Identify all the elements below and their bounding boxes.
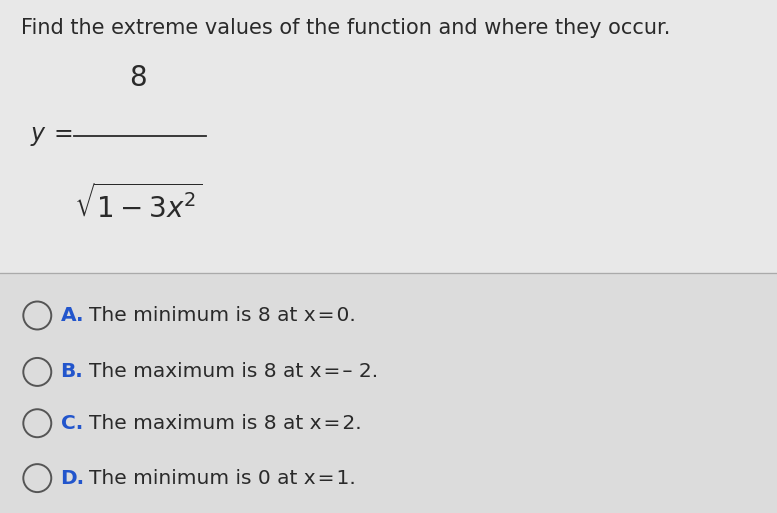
Text: The maximum is 8 at x = – 2.: The maximum is 8 at x = – 2. xyxy=(89,362,378,382)
Text: B.: B. xyxy=(61,362,83,382)
Text: A.: A. xyxy=(61,306,84,325)
Text: The minimum is 8 at x = 0.: The minimum is 8 at x = 0. xyxy=(89,306,356,325)
Text: D.: D. xyxy=(61,468,85,488)
Text: $8$: $8$ xyxy=(130,64,147,92)
Bar xyxy=(0,273,777,513)
Text: Find the extreme values of the function and where they occur.: Find the extreme values of the function … xyxy=(21,18,671,38)
Text: $y\,=$: $y\,=$ xyxy=(30,124,71,148)
Text: C.: C. xyxy=(61,413,83,433)
Text: The minimum is 0 at x = 1.: The minimum is 0 at x = 1. xyxy=(89,468,356,488)
Text: The maximum is 8 at x = 2.: The maximum is 8 at x = 2. xyxy=(89,413,362,433)
Text: $\sqrt{1-3x^2}$: $\sqrt{1-3x^2}$ xyxy=(74,185,203,224)
